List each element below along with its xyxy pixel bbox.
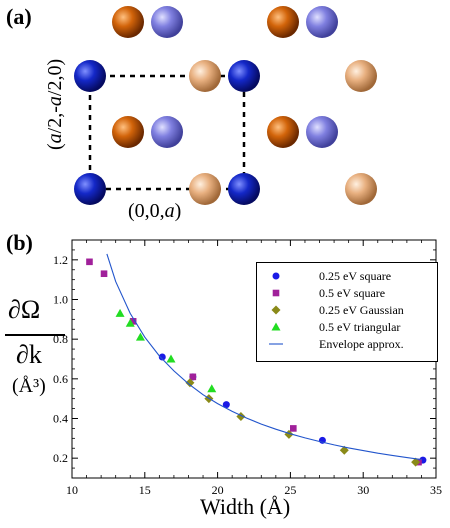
legend-entry: 0.25 eV square [257,269,437,285]
dark-blue-atom [228,60,260,92]
legend-marker [271,305,281,315]
y-tick-label: 0.4 [53,412,68,426]
0-5-ev-square-point [129,318,137,325]
x-tick-label: 30 [357,483,369,497]
0-5-ev-triangular-point [166,354,176,363]
y-tick-label: 1.2 [53,253,68,267]
0-5-ev-triangular-point [207,384,217,393]
legend-label: 0.5 eV square [319,286,386,300]
legend-entry: 0.5 eV triangular [257,320,437,336]
peach-atom [345,60,377,92]
orange-atom [267,6,299,38]
x-tick-label: 25 [284,483,296,497]
legend-symbol [272,289,280,297]
light-blue-atom [151,6,183,38]
0-5-ev-triangular-point [115,308,125,317]
x-tick-label: 10 [66,483,78,497]
legend-label: 0.25 eV Gaussian [319,303,404,317]
0-5-ev-square-point [189,373,197,381]
light-blue-atom [306,6,338,38]
legend-marker [272,272,280,280]
y-axis-label-fraction-bar [5,334,65,336]
peach-atom [189,60,221,92]
x-tick-label: 20 [212,483,224,497]
y-axis-label-denominator: ∂k [16,340,42,369]
0-25-ev-square-point [158,353,166,361]
y-tick-label: 0.8 [53,332,68,346]
orange-atom [112,116,144,148]
legend-symbol [271,322,281,331]
orange-atom [112,6,144,38]
lattice-vector-horizontal-label: (0,0,a) [128,200,182,222]
0-25-ev-gaussian-point [411,457,421,467]
0-5-ev-triangular-point [135,332,145,341]
peach-atom [189,173,221,205]
x-tick-label: 15 [139,483,151,497]
y-tick-label: 0.6 [53,372,68,386]
0-25-ev-gaussian-point [185,378,195,388]
legend-label: 0.5 eV triangular [319,320,401,334]
0-5-ev-square-point [100,270,108,278]
legend-label: Envelope approx. [319,337,404,351]
x-axis-label: Width (Å) [200,494,291,519]
unit-cell [88,74,246,191]
0-5-ev-square-point [86,258,93,266]
light-blue-atom [306,116,338,148]
orange-atom [267,116,299,148]
legend-entry: Envelope approx. [257,337,437,353]
light-blue-atom [151,116,183,148]
legend-symbol [271,305,281,315]
y-axis-label-unit: (Å³) [12,375,46,397]
legend-marker [272,289,280,297]
envelope-curve [106,253,422,461]
y-axis-label-numerator: ∂Ω [8,295,41,324]
legend-entry: 0.5 eV square [257,286,437,302]
0-5-ev-square-point [290,425,297,432]
legend: 0.25 eV square 0.5 eV square 0.25 eV Gauss… [256,262,438,362]
y-tick-label: 1.0 [53,293,68,307]
legend-entry: 0.25 eV Gaussian [257,303,437,319]
legend-label: 0.25 eV square [319,269,392,283]
legend-symbol [269,343,283,345]
lattice-diagram [74,6,377,205]
y-tick-label: 0.2 [53,451,68,465]
legend-marker [271,322,281,331]
0-25-ev-square-point [222,401,230,409]
dark-blue-atom [74,173,106,205]
peach-atom [345,173,377,205]
0-5-ev-triangular-point [125,318,135,327]
dark-blue-atom [74,60,106,92]
dark-blue-atom [228,173,260,205]
panel-b-label: (b) [6,230,33,255]
legend-symbol [272,272,280,280]
x-tick-label: 35 [430,483,442,497]
panel-a-label: (a) [6,4,32,29]
